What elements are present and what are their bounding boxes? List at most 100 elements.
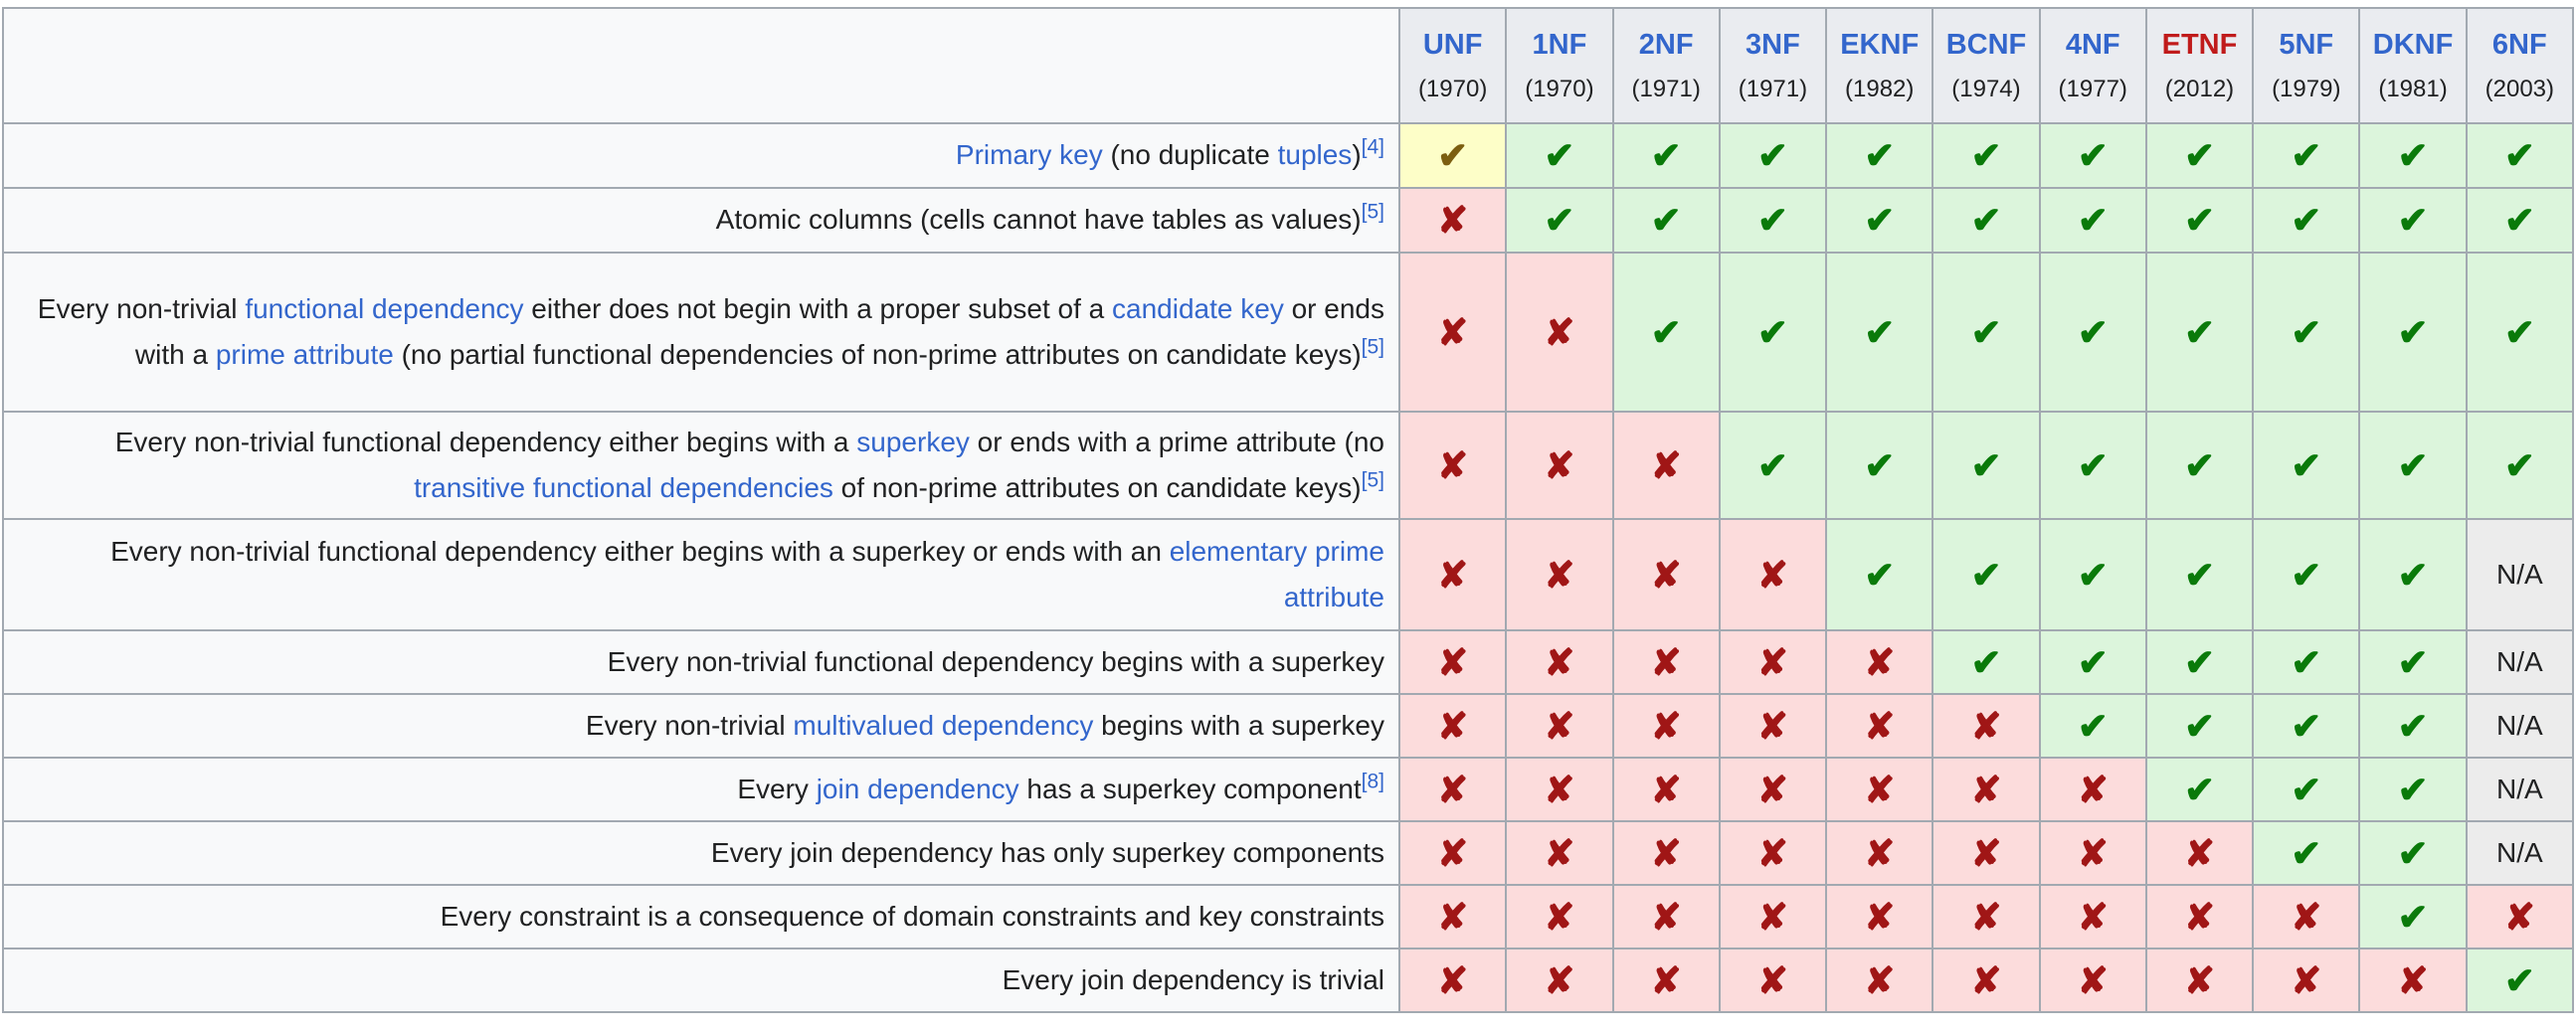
yes-check-cell: ✔ [2144, 252, 2255, 413]
reference-superscript: [5] [1362, 336, 1384, 359]
label-text: begins with a superkey [1093, 709, 1384, 741]
yes-check-cell: ✔ [2358, 187, 2468, 254]
column-header-5nf: 5NF (1979) [2252, 7, 2361, 124]
yes-check-cell: ✔ [2038, 693, 2147, 759]
column-link-bcnf[interactable]: BCNF [1945, 28, 2027, 61]
no-cross-cell: ✘ [1611, 757, 1721, 822]
wiki-link[interactable]: superkey [856, 426, 970, 457]
no-cross-cell: ✘ [1825, 693, 1934, 759]
column-year-6nf: (2003) [2484, 76, 2555, 103]
column-link-eknf[interactable]: EKNF [1840, 28, 1920, 61]
column-link-2nf[interactable]: 2NF [1638, 28, 1694, 61]
yes-check-cell: ✔ [2252, 122, 2361, 189]
yes-check-cell: ✔ [2144, 187, 2255, 254]
no-cross-cell: ✘ [1505, 820, 1614, 886]
no-cross-cell: ✘ [1397, 411, 1508, 520]
column-link-unf[interactable]: UNF [1422, 28, 1483, 61]
wiki-link[interactable]: prime attribute [215, 339, 394, 370]
yes-check-cell: ✔ [1932, 518, 2041, 631]
yes-check-cell: ✔ [2252, 629, 2361, 695]
no-cross-cell: ✘ [1825, 884, 1934, 950]
no-cross-cell: ✘ [1505, 252, 1614, 413]
no-cross-cell: ✘ [1718, 820, 1828, 886]
reference-superscript: [5] [1362, 201, 1384, 224]
column-year-2nf: (1971) [1631, 76, 1701, 103]
label-text: Every non-trivial functional dependency … [110, 535, 1170, 567]
table-row: Every join dependency has a superkey com… [2, 757, 2575, 822]
no-cross-cell: ✘ [1611, 411, 1721, 520]
no-cross-cell: ✘ [1932, 948, 2041, 1013]
yes-check-cell: ✔ [2252, 518, 2361, 631]
column-link-dknf[interactable]: DKNF [2372, 28, 2454, 61]
yes-check-cell: ✔ [2358, 518, 2468, 631]
column-link-3nf[interactable]: 3NF [1746, 28, 1800, 61]
column-header-dknf: DKNF (1981) [2358, 7, 2468, 124]
reference-superscript: [5] [1362, 469, 1384, 492]
yes-check-cell: ✔ [2144, 693, 2255, 759]
table-row: Every constraint is a consequence of dom… [2, 884, 2575, 950]
wiki-link[interactable]: tuples [1277, 139, 1353, 171]
not-applicable-cell: N/A [2465, 820, 2575, 886]
label-text: Every [737, 773, 817, 804]
reference-link[interactable]: [5] [1361, 200, 1384, 224]
column-link-4nf[interactable]: 4NF [2065, 28, 2120, 61]
no-cross-cell: ✘ [1505, 757, 1614, 822]
column-year-5nf: (1979) [2272, 76, 2341, 103]
no-cross-cell: ✘ [1718, 884, 1828, 950]
column-header-etnf: ETNF (2012) [2144, 7, 2255, 124]
no-cross-cell: ✘ [1611, 629, 1721, 695]
normal-forms-comparison-table: UNF (1970) 1NF (1970) 2NF (1971) 3NF (1971) EKNF… [2, 7, 2575, 1013]
wiki-link[interactable]: Primary key [955, 139, 1103, 171]
not-applicable-cell: N/A [2465, 757, 2575, 822]
reference-link[interactable]: [8] [1361, 770, 1384, 793]
row-label: Primary key (no duplicate tuples)[4] [2, 122, 1400, 189]
no-cross-cell: ✘ [1505, 411, 1614, 520]
header-row: UNF (1970) 1NF (1970) 2NF (1971) 3NF (1971) EKNF… [2, 7, 2575, 124]
reference-link[interactable]: [4] [1361, 135, 1384, 159]
no-cross-cell: ✘ [1825, 629, 1934, 695]
column-link-1nf[interactable]: 1NF [1532, 28, 1587, 61]
yes-check-cell: ✔ [2144, 122, 2255, 189]
yes-check-cell: ✔ [2358, 629, 2468, 695]
yes-check-cell: ✔ [2358, 884, 2468, 950]
yes-check-cell: ✔ [1932, 187, 2041, 254]
row-label: Every constraint is a consequence of dom… [2, 884, 1400, 950]
reference-link[interactable]: [5] [1361, 335, 1384, 359]
yes-check-cell: ✔ [2252, 820, 2361, 886]
column-link-5nf[interactable]: 5NF [2279, 28, 2334, 61]
no-cross-cell: ✘ [1825, 820, 1934, 886]
yes-check-cell: ✔ [1611, 122, 1721, 189]
yes-check-cell: ✔ [1505, 122, 1614, 189]
yes-check-cell: ✔ [2252, 252, 2361, 413]
column-link-6nf[interactable]: 6NF [2491, 28, 2547, 61]
wiki-link[interactable]: elementary prime attribute [1169, 535, 1384, 612]
no-cross-cell: ✘ [1932, 757, 2041, 822]
wiki-link[interactable]: transitive functional dependencies [414, 472, 833, 503]
no-cross-cell: ✘ [1611, 820, 1721, 886]
table-body: Primary key (no duplicate tuples)[4] ✔ ✔ ✔ ✔… [2, 122, 2575, 1013]
no-cross-cell: ✘ [1397, 820, 1508, 886]
no-cross-cell: ✘ [1505, 518, 1614, 631]
reference-link[interactable]: [5] [1361, 468, 1384, 492]
yes-check-cell: ✔ [2358, 122, 2468, 189]
no-cross-cell: ✘ [2038, 820, 2147, 886]
wiki-link[interactable]: functional dependency [245, 292, 524, 324]
no-cross-cell: ✘ [1718, 629, 1828, 695]
wiki-link[interactable]: join dependency [816, 773, 1019, 804]
yes-check-cell: ✔ [2144, 411, 2255, 520]
label-text: Every constraint is a consequence of dom… [440, 900, 1384, 932]
column-header-2nf: 2NF (1971) [1611, 7, 1721, 124]
table-row: Every join dependency is trivial ✘ ✘ ✘ ✘ ✘ ✘ ✘ ✘… [2, 948, 2575, 1013]
no-cross-cell: ✘ [2465, 884, 2575, 950]
column-link-etnf[interactable]: ETNF [2161, 28, 2238, 61]
yes-check-cell: ✔ [2038, 252, 2147, 413]
yes-check-cell: ✔ [2465, 252, 2575, 413]
partial-check-cell: ✔ [1397, 122, 1508, 189]
yes-check-cell: ✔ [2252, 757, 2361, 822]
no-cross-cell: ✘ [1932, 820, 2041, 886]
yes-check-cell: ✔ [1932, 411, 2041, 520]
wiki-link[interactable]: multivalued dependency [793, 709, 1094, 741]
wiki-link[interactable]: candidate key [1112, 292, 1284, 324]
column-year-unf: (1970) [1417, 76, 1488, 103]
